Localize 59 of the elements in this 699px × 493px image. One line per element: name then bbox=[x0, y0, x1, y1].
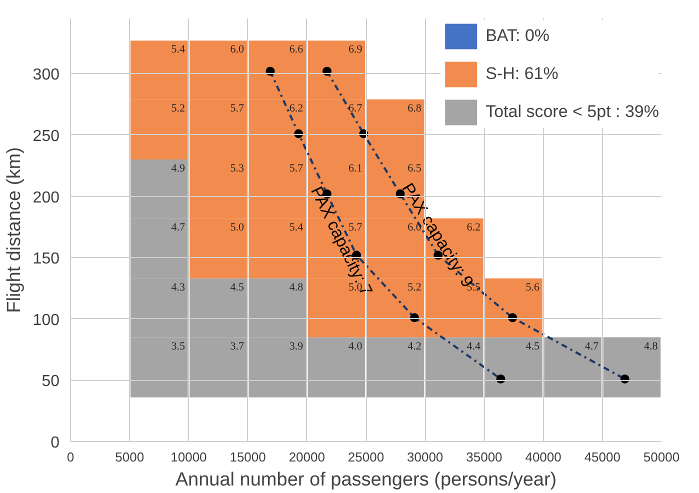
x-tick-label: 5000 bbox=[115, 450, 144, 464]
y-tick-label: 0 bbox=[50, 434, 60, 452]
x-tick-label: 50000 bbox=[643, 450, 680, 464]
annotation: 4.5 bbox=[230, 281, 245, 294]
annotation: 3.5 bbox=[171, 340, 186, 352]
annotation: 4.5 bbox=[526, 340, 540, 352]
annotation: 4.3 bbox=[171, 281, 186, 294]
annotation: 4.0 bbox=[348, 340, 363, 352]
annotation: 4.2 bbox=[408, 340, 422, 352]
y-tick-label: 250 bbox=[32, 128, 60, 145]
annotation: 5.0 bbox=[230, 221, 245, 234]
y-tick-label: 50 bbox=[42, 373, 60, 390]
annotation: 5.4 bbox=[171, 44, 186, 56]
annotation: 4.8 bbox=[644, 340, 658, 352]
annotation: 3.9 bbox=[289, 340, 304, 352]
bar bbox=[308, 337, 366, 398]
annotation: 6.2 bbox=[289, 102, 304, 114]
bar bbox=[603, 337, 661, 398]
annotation: 4.8 bbox=[289, 281, 304, 294]
x-tick-label: 20000 bbox=[288, 450, 325, 464]
y-tick-label: 100 bbox=[32, 312, 60, 329]
annotation: 6.2 bbox=[466, 221, 480, 234]
y-tick-label: 200 bbox=[32, 189, 60, 206]
x-tick-label: 0 bbox=[66, 450, 74, 464]
y-axis-title: Flight distance (km) bbox=[4, 147, 25, 313]
annotation: 5.7 bbox=[289, 162, 304, 174]
annotation: 4.9 bbox=[171, 162, 186, 174]
legend-label: S-H: 61% bbox=[486, 64, 558, 84]
y-tick-label: 150 bbox=[32, 250, 60, 268]
annotation: 5.2 bbox=[171, 102, 185, 114]
annotation: 3.7 bbox=[230, 340, 245, 352]
annotation: 6.0 bbox=[230, 44, 245, 56]
x-tick-label: 30000 bbox=[407, 450, 444, 464]
x-tick-label: 25000 bbox=[348, 450, 384, 464]
annotation: 6.7 bbox=[348, 102, 363, 114]
annotation: 4.4 bbox=[466, 340, 481, 352]
y-tick-label: 300 bbox=[32, 66, 60, 84]
annotation: 4.7 bbox=[584, 340, 600, 352]
bar bbox=[366, 337, 424, 398]
legend-label: Total score < 5pt : 39% bbox=[486, 102, 659, 122]
annotation: 5.3 bbox=[230, 162, 245, 174]
annotation: 6.6 bbox=[289, 44, 304, 56]
annotation: 5.2 bbox=[408, 281, 422, 294]
annotation: 6.5 bbox=[408, 162, 422, 174]
annotation: 5.6 bbox=[526, 281, 540, 294]
annotation: 6.8 bbox=[408, 102, 422, 114]
x-tick-label: 45000 bbox=[584, 450, 620, 464]
annotation: 4.7 bbox=[171, 221, 186, 234]
annotation: 6.9 bbox=[348, 44, 363, 56]
x-tick-label: 10000 bbox=[170, 450, 207, 464]
annotation: 5.4 bbox=[289, 221, 304, 234]
annotation: 6.0 bbox=[408, 221, 422, 234]
x-axis-title: Annual number of passengers (persons/year) bbox=[175, 470, 557, 490]
x-tick-label: 15000 bbox=[230, 450, 266, 464]
x-tick-label: 40000 bbox=[525, 450, 562, 464]
annotation: 5.7 bbox=[230, 102, 245, 114]
x-tick-label: 35000 bbox=[466, 450, 502, 464]
annotation: 6.1 bbox=[348, 162, 362, 174]
legend-label: BAT: 0% bbox=[486, 26, 550, 46]
